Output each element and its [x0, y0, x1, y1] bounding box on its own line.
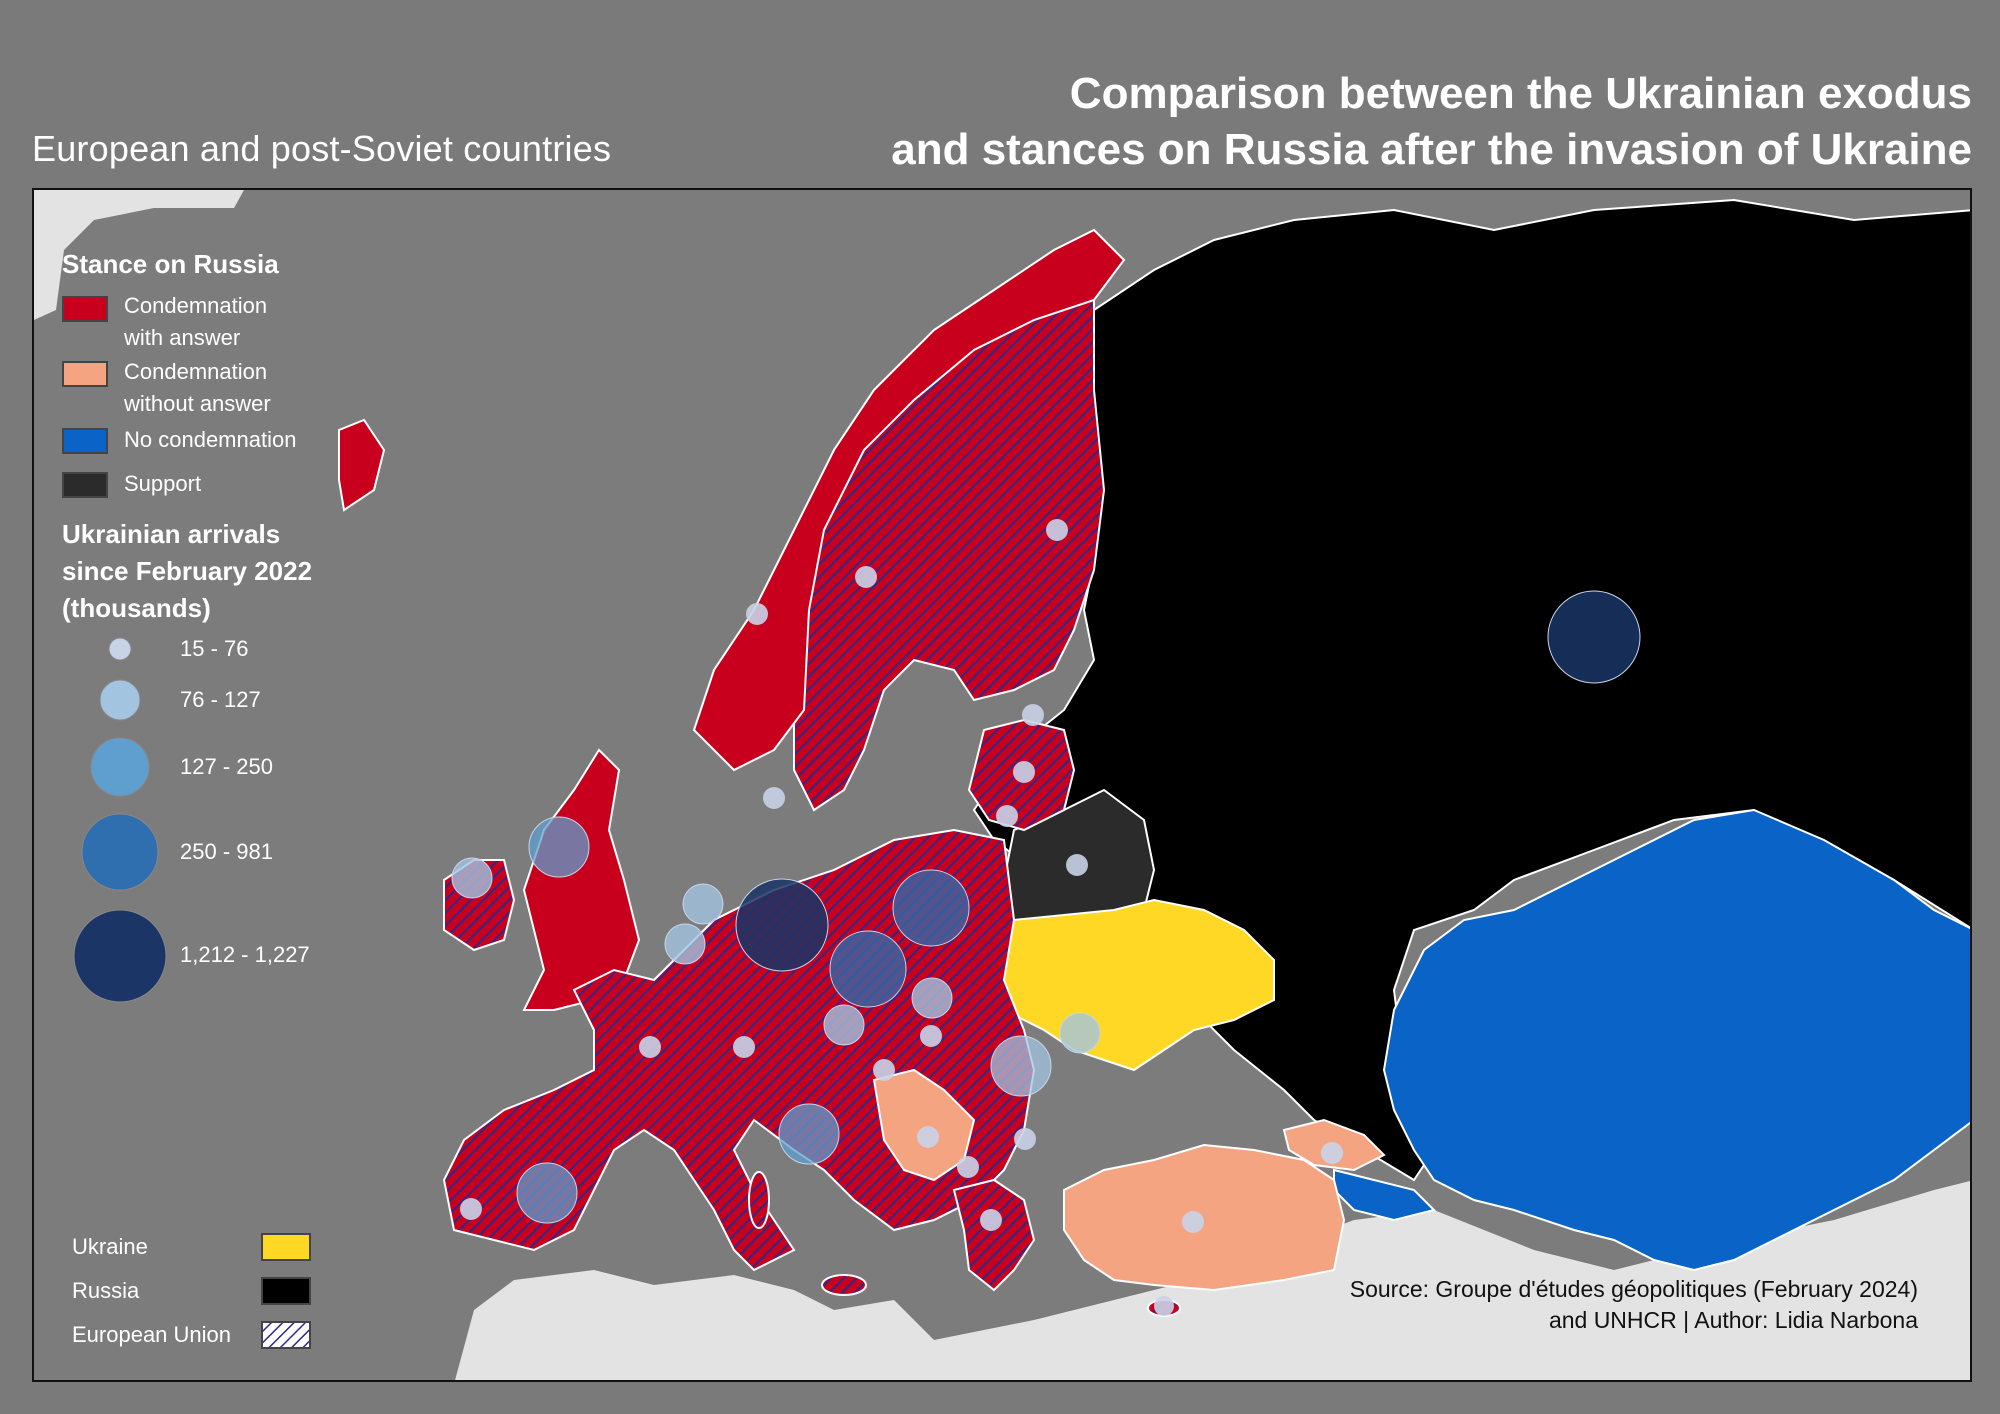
source-line-1: Source: Groupe d'études géopolitiques (F… — [1349, 1276, 1918, 1302]
uk-region — [522, 748, 641, 1011]
legend-label-ukraine: Ukraine — [72, 1234, 148, 1259]
legend-circle-2 — [99, 679, 141, 721]
bubble-france — [639, 1036, 661, 1058]
norway-region — [692, 228, 1126, 772]
bubble-greece — [980, 1209, 1002, 1231]
legend-circle-5 — [73, 909, 167, 1003]
bubble-austria — [823, 1004, 865, 1046]
bubble-hungary — [920, 1025, 942, 1047]
bubble-poland — [735, 878, 829, 972]
sardinia-island — [748, 1171, 770, 1229]
greece-eu — [952, 1178, 1036, 1292]
bubble-belarus — [1066, 854, 1088, 876]
legend-size-label-3: 127 - 250 — [180, 754, 273, 779]
bubble-finland — [1046, 519, 1068, 541]
legend-label-support: Support — [124, 471, 202, 496]
map-title: Comparison between the Ukrainian exodus … — [872, 66, 1972, 178]
map-frame: Stance on Russia Condemnation with answe… — [32, 188, 1972, 1382]
legend-size-label-1: 15 - 76 — [180, 636, 249, 661]
bubble-ireland — [451, 857, 493, 899]
bubble-moldova — [1059, 1012, 1101, 1054]
bubble-netherlands — [682, 883, 724, 925]
bubble-estonia — [1022, 704, 1044, 726]
legend-swatch-no-condemnation — [62, 428, 108, 454]
legend-circle-1 — [108, 637, 132, 661]
bubble-serbia — [917, 1126, 939, 1148]
bubble-romania — [990, 1035, 1052, 1097]
bubble-russia — [1547, 590, 1641, 684]
legend-label-no-condemnation: No condemnation — [124, 427, 297, 452]
bubble-germany-czech — [892, 869, 970, 947]
bubble-georgia — [1321, 1142, 1343, 1164]
central-asia-region — [1382, 808, 1970, 1272]
legend-size-label-2: 76 - 127 — [180, 687, 261, 712]
bubble-albania — [957, 1156, 979, 1178]
legend-swatch-eu — [261, 1321, 311, 1349]
bubble-bulgaria — [1014, 1128, 1036, 1150]
title-line-2: and stances on Russia after the invasion… — [891, 125, 1972, 174]
greenland-land — [34, 190, 244, 320]
bubble-italy — [778, 1103, 840, 1165]
bubble-spain — [516, 1162, 578, 1224]
bubble-portugal — [460, 1198, 482, 1220]
legend-swatch-condemnation-with-answer — [62, 296, 108, 322]
bubble-belgium — [664, 923, 706, 965]
map-subtitle: European and post-Soviet countries — [32, 128, 612, 169]
legend-size-label-4: 250 - 981 — [180, 839, 273, 864]
source-line-2: and UNHCR | Author: Lidia Narbona — [1548, 1307, 1918, 1333]
bubble-sweden — [855, 566, 877, 588]
caucasus-blue — [1333, 1168, 1436, 1222]
bubble-czechia — [829, 930, 907, 1008]
iceland-region — [338, 418, 386, 512]
bubble-latvia — [1013, 761, 1035, 783]
bubble-norway — [746, 603, 768, 625]
sicily-island — [821, 1274, 867, 1296]
turkey-region — [1063, 1143, 1346, 1292]
bubble-croatia — [873, 1059, 895, 1081]
legend-arrivals-title: Ukrainian arrivals since February 2022 (… — [62, 519, 313, 623]
bubble-switzerland — [733, 1036, 755, 1058]
legend-size-label-5: 1,212 - 1,227 — [180, 942, 310, 967]
bubble-cyprus — [1154, 1296, 1174, 1316]
legend-stance-title: Stance on Russia — [62, 249, 279, 279]
legend-label-european-union: European Union — [72, 1322, 232, 1347]
legend-swatch-condemnation-without-answer — [62, 361, 108, 387]
legend-label-condemnation-without-answer: Condemnation without answer — [124, 359, 271, 416]
bubble-denmark — [763, 787, 785, 809]
legend-circle-4 — [81, 813, 159, 891]
source-credit: Source: Groupe d'études géopolitiques (F… — [1350, 1274, 1918, 1336]
map-canvas — [34, 190, 1970, 1380]
legend-label-condemnation-with-answer: Condemnation with answer — [124, 293, 268, 350]
bubble-uk — [528, 816, 590, 878]
bubble-turkey — [1182, 1211, 1204, 1233]
legend-circle-3 — [90, 737, 150, 797]
legend-swatch-ukraine — [261, 1233, 311, 1261]
legend-swatch-russia — [261, 1277, 311, 1305]
title-line-1: Comparison between the Ukrainian exodus — [1069, 69, 1972, 118]
legend-label-russia: Russia — [72, 1278, 140, 1303]
arrival-bubbles — [451, 519, 1641, 1316]
legend-swatch-support — [62, 472, 108, 498]
bubble-slovakia — [911, 977, 953, 1019]
bubble-lithuania — [996, 805, 1018, 827]
